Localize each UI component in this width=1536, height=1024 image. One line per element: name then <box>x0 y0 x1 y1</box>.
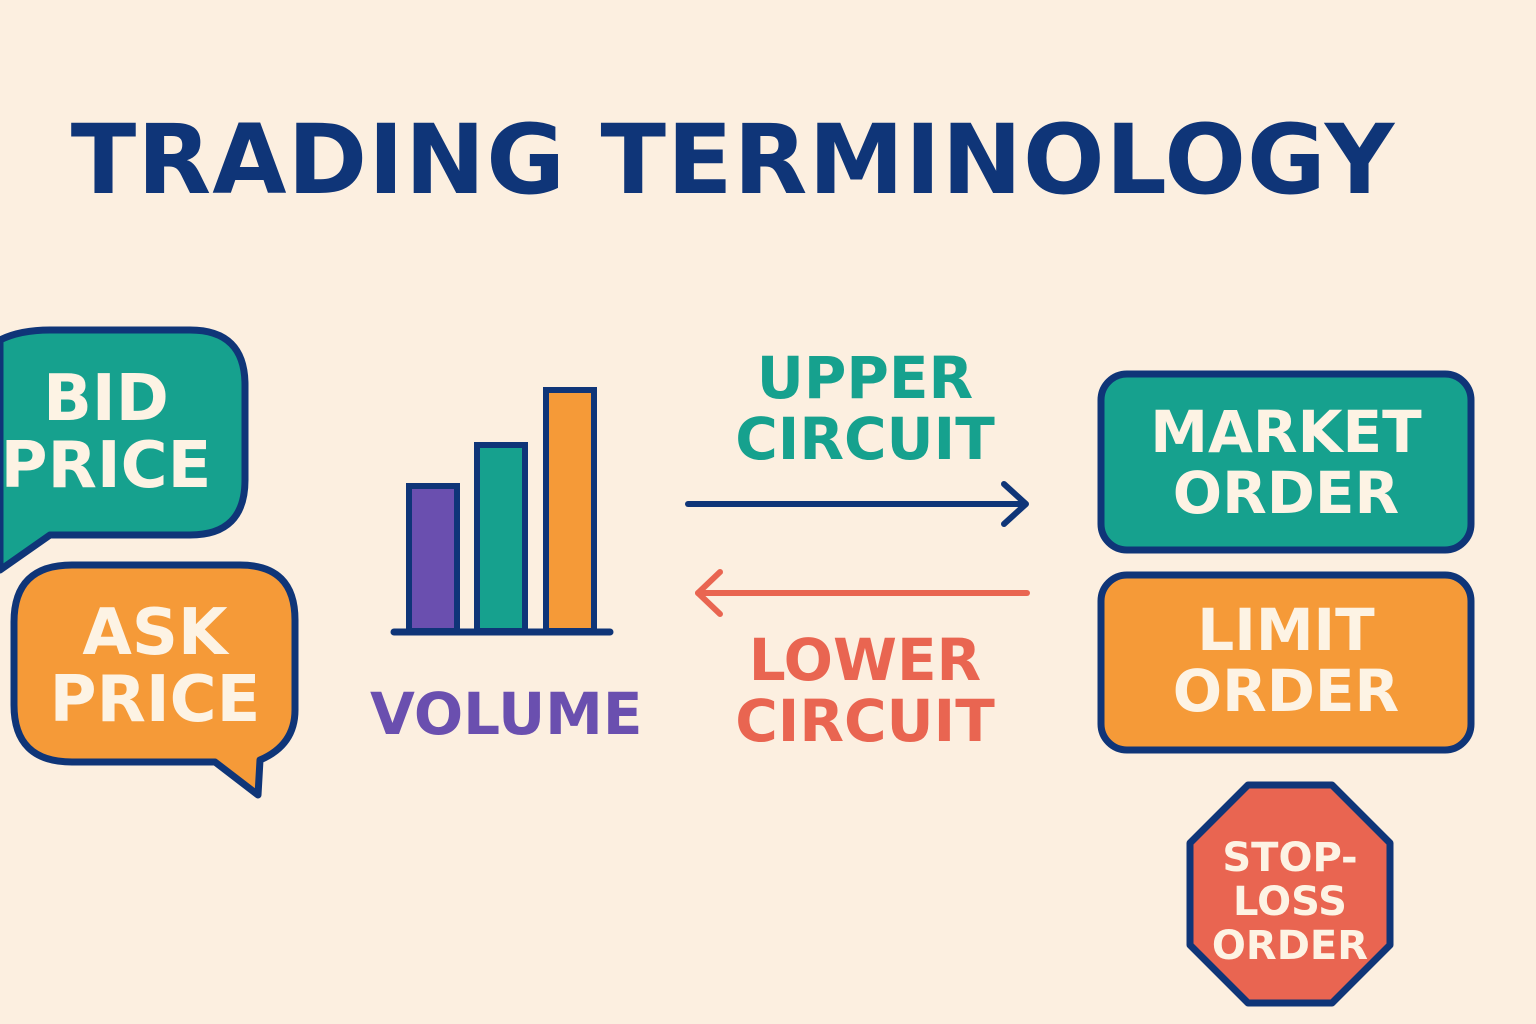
ask-bubble-icon <box>10 561 299 799</box>
chart-bar <box>474 442 528 634</box>
ask-price-label: ASK PRICE <box>49 596 261 738</box>
stop-sign-icon <box>1186 781 1394 1007</box>
bar-chart-icon <box>390 387 614 636</box>
limit-order-label: LIMIT ORDER <box>1172 596 1400 725</box>
bid-bubble-icon <box>0 326 249 574</box>
chart-bar <box>406 483 460 634</box>
upper-circuit-label: UPPER CIRCUIT <box>735 344 995 473</box>
stop-loss-order-label: STOP- LOSS ORDER <box>1211 835 1369 969</box>
chart-bar <box>543 387 597 634</box>
market-order-label: MARKET ORDER <box>1150 398 1422 527</box>
page-title: TRADING TERMINOLOGY <box>70 104 1396 216</box>
arrow-left-icon <box>695 569 1030 617</box>
lower-circuit-label: LOWER CIRCUIT <box>735 626 995 755</box>
limit-order-box <box>1097 571 1475 754</box>
market-order-box <box>1097 370 1475 554</box>
bid-price-label: BID PRICE <box>0 362 212 504</box>
arrow-right-icon <box>685 481 1029 527</box>
volume-label: VOLUME <box>370 680 643 748</box>
